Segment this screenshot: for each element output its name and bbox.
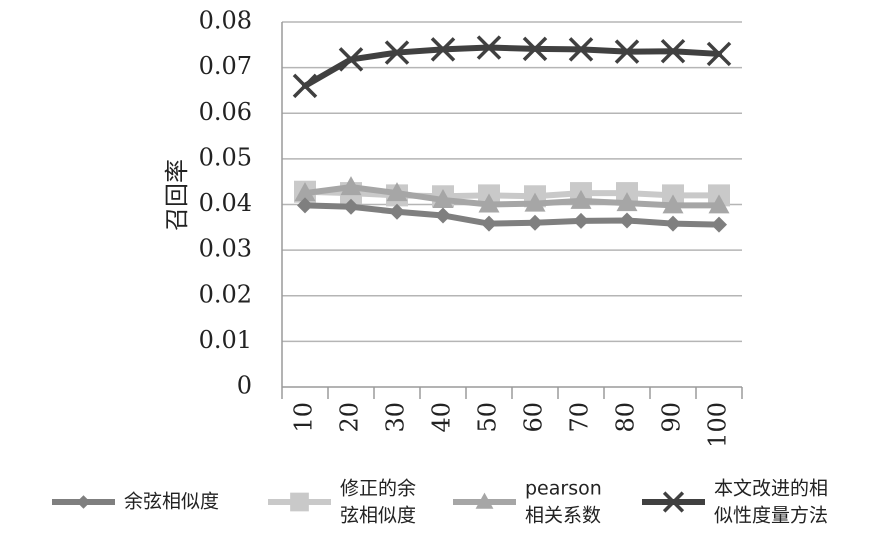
- data-point-stroke: [338, 47, 364, 72]
- data-point: [522, 36, 548, 62]
- series-1: [297, 197, 727, 233]
- y-tick-label: 0: [237, 372, 252, 400]
- x-tick-label: 60: [520, 402, 548, 433]
- data-point: [386, 182, 408, 202]
- data-point: [662, 491, 685, 513]
- legend-label: 似性度量方法: [714, 505, 828, 527]
- data-point: [573, 212, 589, 229]
- data-point: [343, 198, 359, 215]
- data-point-stroke: [614, 39, 640, 64]
- data-point: [616, 192, 638, 212]
- x-tick-label: 70: [566, 402, 594, 433]
- data-point: [568, 37, 594, 62]
- data-point-stroke: [384, 40, 410, 65]
- x-tick-label: 40: [428, 402, 456, 433]
- series-line: [302, 44, 722, 89]
- data-point: [570, 189, 592, 209]
- data-point: [290, 492, 309, 512]
- y-tick-label: 0.03: [199, 235, 252, 263]
- legend-label: 本文改进的相: [714, 478, 828, 500]
- data-point-stroke: [292, 73, 318, 99]
- data-point: [619, 212, 635, 229]
- y-tick-label: 0.04: [199, 189, 252, 217]
- series-4: [292, 35, 732, 99]
- data-point: [665, 215, 681, 232]
- data-point: [294, 182, 316, 202]
- series-line: [302, 202, 722, 228]
- x-tick-label: 30: [382, 402, 410, 433]
- legend-item: 余弦相似度: [52, 491, 219, 513]
- series-3: [294, 176, 730, 214]
- data-point-stroke: [476, 35, 502, 60]
- data-point: [711, 216, 727, 233]
- x-tick-label: 100: [704, 402, 732, 448]
- data-point: [614, 39, 640, 64]
- data-point-stroke: [430, 37, 456, 62]
- data-point-stroke: [522, 36, 548, 62]
- legend-label: 余弦相似度: [124, 491, 219, 513]
- legend-item: pearson 相关系数: [453, 478, 602, 527]
- data-point: [435, 207, 451, 224]
- x-tick-label: 20: [336, 402, 364, 433]
- data-point: [340, 176, 362, 196]
- x-tick-label: 90: [658, 402, 686, 433]
- legend-label: 弦相似度: [340, 505, 416, 527]
- data-point-stroke: [706, 41, 732, 67]
- x-tick-label: 80: [612, 402, 640, 433]
- y-tick-label: 0.07: [199, 52, 252, 80]
- data-point: [708, 194, 730, 214]
- series-layer: [292, 35, 732, 233]
- data-point: [389, 203, 405, 220]
- series-line: [302, 188, 722, 200]
- y-tick-label: 0.05: [199, 143, 252, 171]
- data-point: [76, 495, 91, 509]
- y-tick-label: 0.06: [199, 98, 252, 126]
- legend-label: 相关系数: [525, 505, 601, 527]
- y-axis-label: 召回率: [163, 159, 191, 231]
- data-point-stroke: [568, 37, 594, 62]
- tick-labels: 0 0.01 0.02 0.03 0.04 0.05 0.06 0.07 0.08 10 20 30 4…: [199, 7, 732, 448]
- legend-label: pearson: [525, 478, 602, 500]
- x-tick-label: 10: [290, 402, 318, 433]
- series-line: [302, 184, 722, 209]
- data-point: [481, 215, 497, 232]
- data-point-stroke: [660, 38, 686, 64]
- y-tick-label: 0.01: [199, 326, 252, 354]
- data-point-stroke: [662, 491, 685, 513]
- data-point: [527, 214, 543, 231]
- data-point: [476, 35, 502, 60]
- data-point: [478, 193, 500, 213]
- data-point: [662, 194, 684, 214]
- data-point: [430, 37, 456, 62]
- data-point: [706, 41, 732, 67]
- y-tick-label: 0.08: [199, 7, 252, 35]
- data-point: [297, 197, 313, 214]
- data-point: [432, 188, 454, 208]
- data-point: [524, 192, 546, 212]
- legend-label: 修正的余: [340, 478, 416, 500]
- data-point: [660, 38, 686, 64]
- data-point: [384, 40, 410, 65]
- data-point: [475, 492, 494, 509]
- axes: [281, 22, 743, 399]
- x-tick-label: 50: [474, 402, 502, 433]
- data-point: [338, 47, 364, 72]
- y-tick-label: 0.02: [199, 280, 252, 308]
- data-point: [292, 73, 318, 99]
